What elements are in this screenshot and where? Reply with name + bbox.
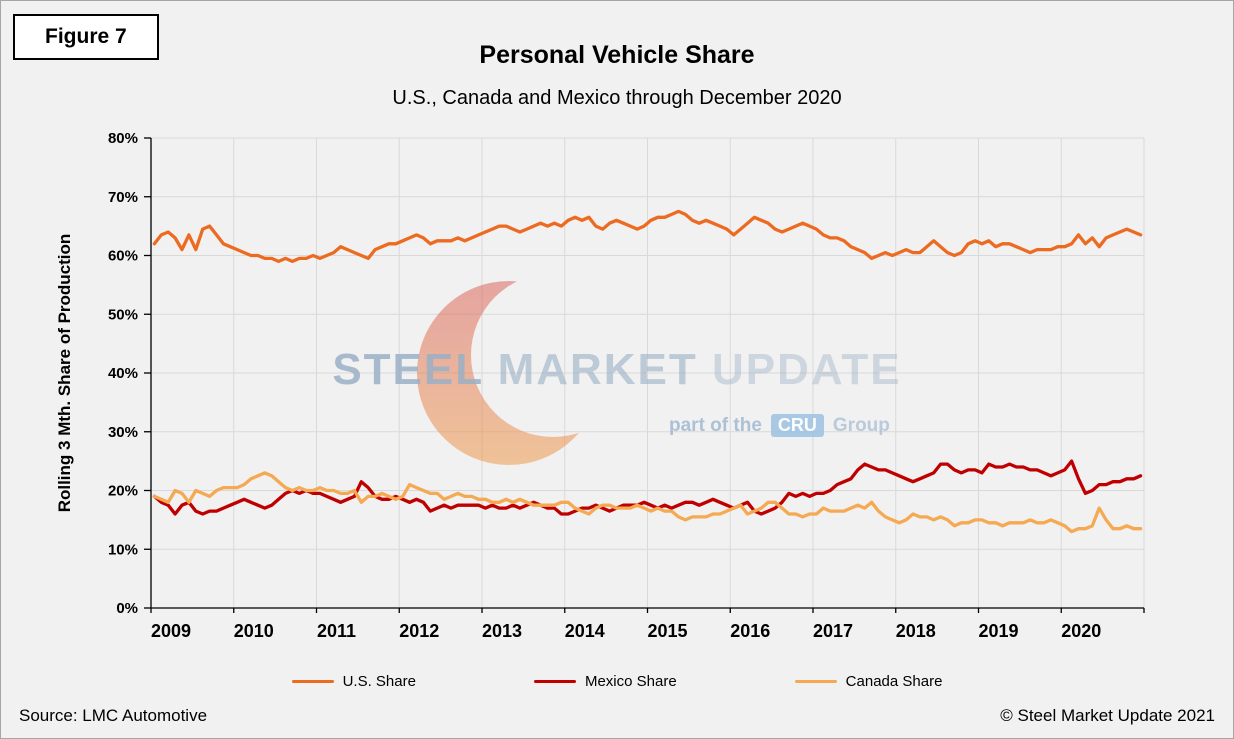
svg-text:2012: 2012 [399,621,439,641]
us-share-line-swatch [291,680,334,683]
svg-text:2011: 2011 [317,621,356,641]
svg-text:10%: 10% [108,541,138,558]
legend-item-canada-share: Canada Share [794,673,943,690]
svg-text:2019: 2019 [978,621,1018,641]
svg-text:2017: 2017 [813,621,853,641]
chart-subtitle: U.S., Canada and Mexico through December… [392,87,842,109]
legend: U.S. Share Mexico Share Canada Share [1,673,1233,690]
svg-text:2014: 2014 [565,621,605,641]
svg-text:2020: 2020 [1061,621,1101,641]
svg-text:2016: 2016 [730,621,770,641]
mexico-share-line-swatch [533,680,576,683]
svg-text:2013: 2013 [482,621,522,641]
copyright-note: © Steel Market Update 2021 [1000,706,1215,725]
svg-text:80%: 80% [108,130,138,147]
figure-label: Figure 7 [45,25,127,48]
svg-text:2010: 2010 [234,621,274,641]
svg-text:70%: 70% [108,189,138,206]
figure-label-box: Figure 7 [13,14,159,60]
svg-text:2015: 2015 [647,621,687,641]
legend-label-mexico-share: Mexico Share [584,673,677,690]
legend-item-mexico-share: Mexico Share [533,673,677,690]
svg-text:50%: 50% [108,306,138,323]
svg-text:60%: 60% [108,248,138,265]
legend-label-us-share: U.S. Share [342,673,416,690]
svg-text:2018: 2018 [896,621,936,641]
svg-text:2009: 2009 [151,621,191,641]
legend-item-us-share: U.S. Share [291,673,416,690]
legend-label-canada-share: Canada Share [845,673,943,690]
svg-text:20%: 20% [108,483,138,500]
svg-text:0%: 0% [116,600,138,617]
source-note: Source: LMC Automotive [19,706,208,725]
canada-share-line-swatch [794,680,837,683]
svg-text:40%: 40% [108,365,138,382]
svg-text:30%: 30% [108,424,138,441]
chart-title: Personal Vehicle Share [479,41,755,69]
